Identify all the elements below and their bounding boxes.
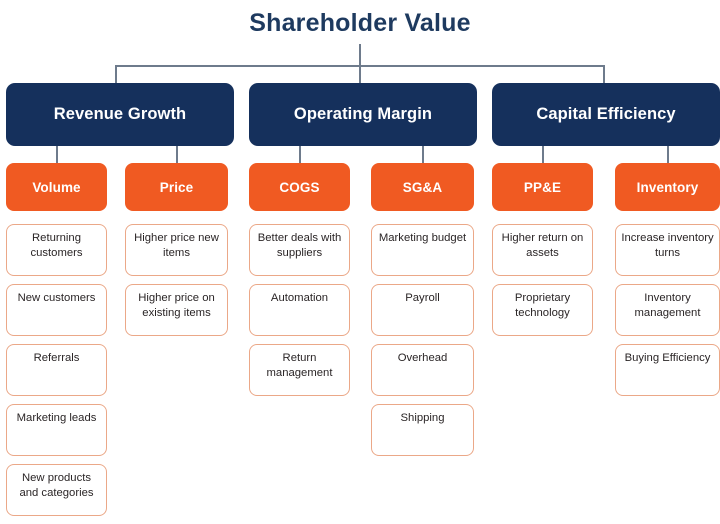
leaf-box-pp-e-2[interactable]: Proprietary technology <box>492 284 593 336</box>
leaf-label: Inventory management <box>634 292 701 319</box>
branch-box-operating-margin[interactable]: Operating Margin <box>249 83 477 146</box>
leaf-label: Buying Efficiency <box>624 352 711 364</box>
driver-box-inventory[interactable]: Inventory <box>615 163 720 211</box>
leaf-box-price-2[interactable]: Higher price on existing items <box>125 284 228 336</box>
leaf-label: Higher return on assets <box>501 232 584 259</box>
leaf-label: Shipping <box>400 412 445 424</box>
driver-box-volume[interactable]: Volume <box>6 163 107 211</box>
driver-box-sg-a[interactable]: SG&A <box>371 163 474 211</box>
driver-box-pp-e[interactable]: PP&E <box>492 163 593 211</box>
leaf-box-cogs-2[interactable]: Automation <box>249 284 350 336</box>
connector-drop-cogs <box>299 146 301 163</box>
leaf-label: Higher price new items <box>134 232 219 259</box>
leaf-box-sg-a-2[interactable]: Payroll <box>371 284 474 336</box>
leaf-label: Increase inventory turns <box>621 232 714 259</box>
driver-box-cogs[interactable]: COGS <box>249 163 350 211</box>
connector-drop-operating-margin <box>359 65 361 83</box>
connector-drop-sg-a <box>422 146 424 163</box>
leaf-label: Overhead <box>397 352 448 364</box>
leaf-label: New customers <box>17 292 96 304</box>
leaf-label: Return management <box>266 352 333 379</box>
connector-drop-revenue-growth <box>115 65 117 83</box>
driver-box-price[interactable]: Price <box>125 163 228 211</box>
leaf-box-sg-a-3[interactable]: Overhead <box>371 344 474 396</box>
connector-drop-price <box>176 146 178 163</box>
leaf-label: Payroll <box>405 292 440 304</box>
connector-drop-capital-efficiency <box>603 65 605 83</box>
leaf-label: Automation <box>270 292 329 304</box>
connector-drop-pp-e <box>542 146 544 163</box>
leaf-label: Marketing budget <box>378 232 467 244</box>
branch-box-capital-efficiency[interactable]: Capital Efficiency <box>492 83 720 146</box>
leaf-box-volume-2[interactable]: New customers <box>6 284 107 336</box>
leaf-box-volume-3[interactable]: Referrals <box>6 344 107 396</box>
leaf-box-cogs-1[interactable]: Better deals with suppliers <box>249 224 350 276</box>
leaf-box-inventory-1[interactable]: Increase inventory turns <box>615 224 720 276</box>
leaf-label: Proprietary technology <box>514 292 571 319</box>
connector-drop-volume <box>56 146 58 163</box>
leaf-box-price-1[interactable]: Higher price new items <box>125 224 228 276</box>
leaf-label: Returning customers <box>30 232 83 259</box>
leaf-box-inventory-2[interactable]: Inventory management <box>615 284 720 336</box>
leaf-label: New products and categories <box>19 472 94 499</box>
leaf-box-volume-5[interactable]: New products and categories <box>6 464 107 516</box>
leaf-label: Better deals with suppliers <box>257 232 342 259</box>
branch-box-revenue-growth[interactable]: Revenue Growth <box>6 83 234 146</box>
connector-title-stem <box>359 44 361 66</box>
leaf-box-sg-a-1[interactable]: Marketing budget <box>371 224 474 276</box>
leaf-box-pp-e-1[interactable]: Higher return on assets <box>492 224 593 276</box>
leaf-box-volume-4[interactable]: Marketing leads <box>6 404 107 456</box>
leaf-box-sg-a-4[interactable]: Shipping <box>371 404 474 456</box>
leaf-box-inventory-3[interactable]: Buying Efficiency <box>615 344 720 396</box>
diagram-title: Shareholder Value <box>249 9 471 37</box>
leaf-label: Referrals <box>33 352 80 364</box>
leaf-box-volume-1[interactable]: Returning customers <box>6 224 107 276</box>
leaf-box-cogs-3[interactable]: Return management <box>249 344 350 396</box>
leaf-label: Higher price on existing items <box>138 292 215 319</box>
connector-drop-inventory <box>667 146 669 163</box>
leaf-label: Marketing leads <box>16 412 97 424</box>
